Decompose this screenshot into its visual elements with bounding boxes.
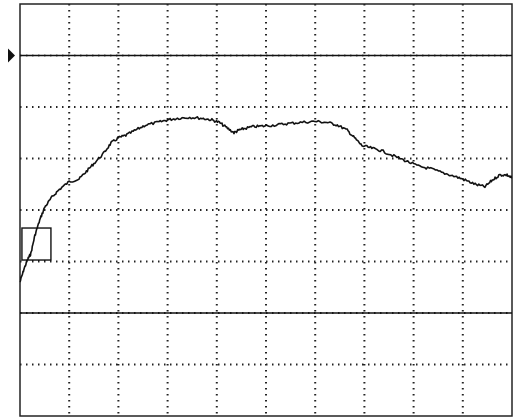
trace-layer [19,116,513,283]
signal-trace [19,116,513,283]
reference-lines [20,54,512,314]
markers [8,48,52,261]
trigger-box-icon [21,227,52,261]
ch1-arrow-icon [8,48,15,63]
